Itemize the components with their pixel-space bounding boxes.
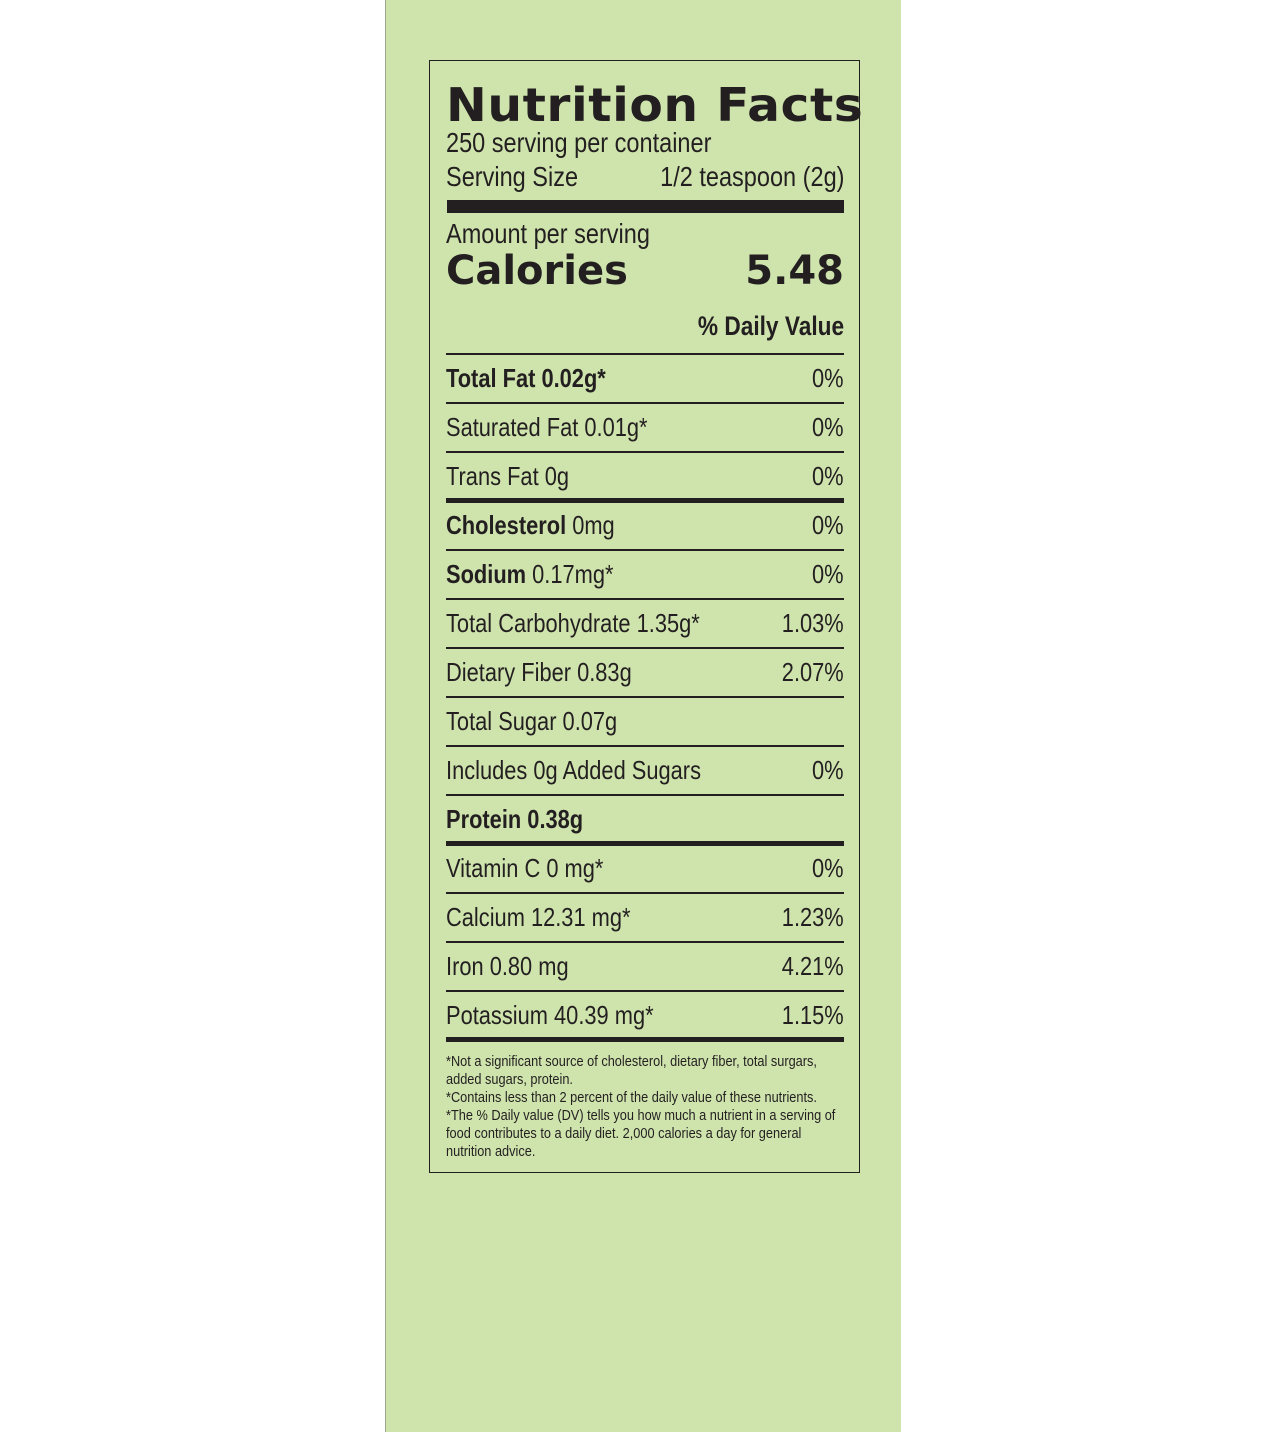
divider xyxy=(446,647,844,649)
daily-value-percent: 0% xyxy=(812,363,844,393)
daily-value-percent: 0% xyxy=(812,853,844,883)
daily-value-percent: 1.15% xyxy=(782,1000,844,1030)
nutrient-row: Includes 0g Added Sugars 0% xyxy=(446,746,844,795)
daily-value-percent: 0% xyxy=(812,461,844,491)
daily-value-percent: 0% xyxy=(812,510,844,540)
nutrient-name-text: Includes 0g Added Sugars xyxy=(446,755,701,785)
nutrient-name-bold: Protein 0.38g xyxy=(446,804,584,834)
nutrient-name-bold: Total Fat 0.02g* xyxy=(446,363,606,393)
daily-value-percent: 4.21% xyxy=(782,951,844,981)
calories-label: Calories xyxy=(446,248,628,294)
divider xyxy=(446,794,844,796)
divider xyxy=(446,402,844,404)
thick-divider xyxy=(446,841,844,846)
nutrient-name: Total Fat 0.02g* xyxy=(446,363,806,394)
nutrient-name-bold: Cholesterol xyxy=(446,510,567,540)
divider xyxy=(446,353,844,355)
daily-value-percent: 2.07% xyxy=(782,657,844,687)
nutrient-row: Trans Fat 0g 0% xyxy=(446,452,844,501)
nutrient-name-text: Vitamin C 0 mg* xyxy=(446,853,604,883)
amount-per-serving: Amount per serving xyxy=(446,218,650,249)
nutrient-name-text: Saturated Fat 0.01g* xyxy=(446,412,648,442)
nutrient-name: Vitamin C 0 mg* xyxy=(446,853,806,884)
daily-value-percent: 1.23% xyxy=(782,902,844,932)
nutrient-name-text: Calcium 12.31 mg* xyxy=(446,902,631,932)
nutrient-row: Vitamin C 0 mg* 0% xyxy=(446,844,844,893)
nutrient-name-text: 0mg xyxy=(566,510,615,540)
nutrient-row: Total Sugar 0.07g xyxy=(446,697,844,746)
daily-value-percent: 0% xyxy=(812,412,844,442)
nutrient-name-text: 0.17mg* xyxy=(526,559,614,589)
footnotes: *Not a significant source of cholesterol… xyxy=(446,1053,866,1161)
nutrient-name-text: Dietary Fiber 0.83g xyxy=(446,657,632,687)
daily-value-header: % Daily Value xyxy=(697,311,844,341)
nutrient-name-text: Total Sugar 0.07g xyxy=(446,706,618,736)
divider xyxy=(446,941,844,943)
nutrient-name-text: Trans Fat 0g xyxy=(446,461,570,491)
footnote-line: nutrition advice. xyxy=(446,1144,536,1160)
daily-value-percent: 1.03% xyxy=(782,608,844,638)
nutrient-row: Dietary Fiber 0.83g 2.07% xyxy=(446,648,844,697)
nutrient-name: Iron 0.80 mg xyxy=(446,951,770,982)
thick-divider xyxy=(446,498,844,503)
nutrient-name: Calcium 12.31 mg* xyxy=(446,902,770,933)
nutrient-row: Total Fat 0.02g* 0% xyxy=(446,354,844,403)
footnote-line: food contributes to a daily diet. 2,000 … xyxy=(446,1126,802,1142)
nutrient-row: Saturated Fat 0.01g* 0% xyxy=(446,403,844,452)
thick-divider xyxy=(447,200,844,213)
label-panel xyxy=(385,0,901,1432)
divider xyxy=(446,892,844,894)
nutrient-name: Sodium 0.17mg* xyxy=(446,559,806,590)
footnote-line: added sugars, protein. xyxy=(446,1072,573,1088)
nutrient-name: Dietary Fiber 0.83g xyxy=(446,657,770,688)
nutrient-name: Protein 0.38g xyxy=(446,804,844,835)
daily-value-percent: 0% xyxy=(812,559,844,589)
thick-divider xyxy=(446,1037,844,1042)
nutrient-name: Includes 0g Added Sugars xyxy=(446,755,806,786)
serving-size-value: 1/2 teaspoon (2g) xyxy=(659,161,844,192)
nutrient-name-text: Potassium 40.39 mg* xyxy=(446,1000,654,1030)
nutrient-name: Saturated Fat 0.01g* xyxy=(446,412,806,443)
nutrient-row: Cholesterol 0mg 0% xyxy=(446,501,844,550)
footnote-line: *Not a significant source of cholesterol… xyxy=(446,1054,817,1070)
nutrient-name: Trans Fat 0g xyxy=(446,461,806,492)
divider xyxy=(446,696,844,698)
nutrient-name: Total Carbohydrate 1.35g* xyxy=(446,608,770,639)
nutrient-row: Iron 0.80 mg 4.21% xyxy=(446,942,844,991)
divider xyxy=(446,745,844,747)
nutrient-row: Potassium 40.39 mg* 1.15% xyxy=(446,991,844,1040)
nutrient-name-bold: Sodium xyxy=(446,559,527,589)
nutrient-row: Total Carbohydrate 1.35g* 1.03% xyxy=(446,599,844,648)
calories-value: 5.48 xyxy=(745,248,844,294)
footnote-line: *Contains less than 2 percent of the dai… xyxy=(446,1090,817,1106)
nutrient-name: Total Sugar 0.07g xyxy=(446,706,844,737)
servings-per-container: 250 serving per container xyxy=(446,127,712,158)
nutrient-row: Protein 0.38g xyxy=(446,795,844,844)
nutrient-name: Cholesterol 0mg xyxy=(446,510,806,541)
divider xyxy=(446,598,844,600)
nutrient-name: Potassium 40.39 mg* xyxy=(446,1000,770,1031)
footnote-line: *The % Daily value (DV) tells you how mu… xyxy=(446,1108,836,1124)
divider xyxy=(446,549,844,551)
nutrition-facts-box xyxy=(429,60,860,1173)
divider xyxy=(446,451,844,453)
nutrient-name-text: Total Carbohydrate 1.35g* xyxy=(446,608,700,638)
divider xyxy=(446,990,844,992)
nutrient-row: Sodium 0.17mg* 0% xyxy=(446,550,844,599)
daily-value-percent: 0% xyxy=(812,755,844,785)
label-title: Nutrition Facts xyxy=(446,78,864,132)
nutrient-row: Calcium 12.31 mg* 1.23% xyxy=(446,893,844,942)
serving-size-label: Serving Size xyxy=(446,161,579,192)
nutrient-name-text: Iron 0.80 mg xyxy=(446,951,569,981)
